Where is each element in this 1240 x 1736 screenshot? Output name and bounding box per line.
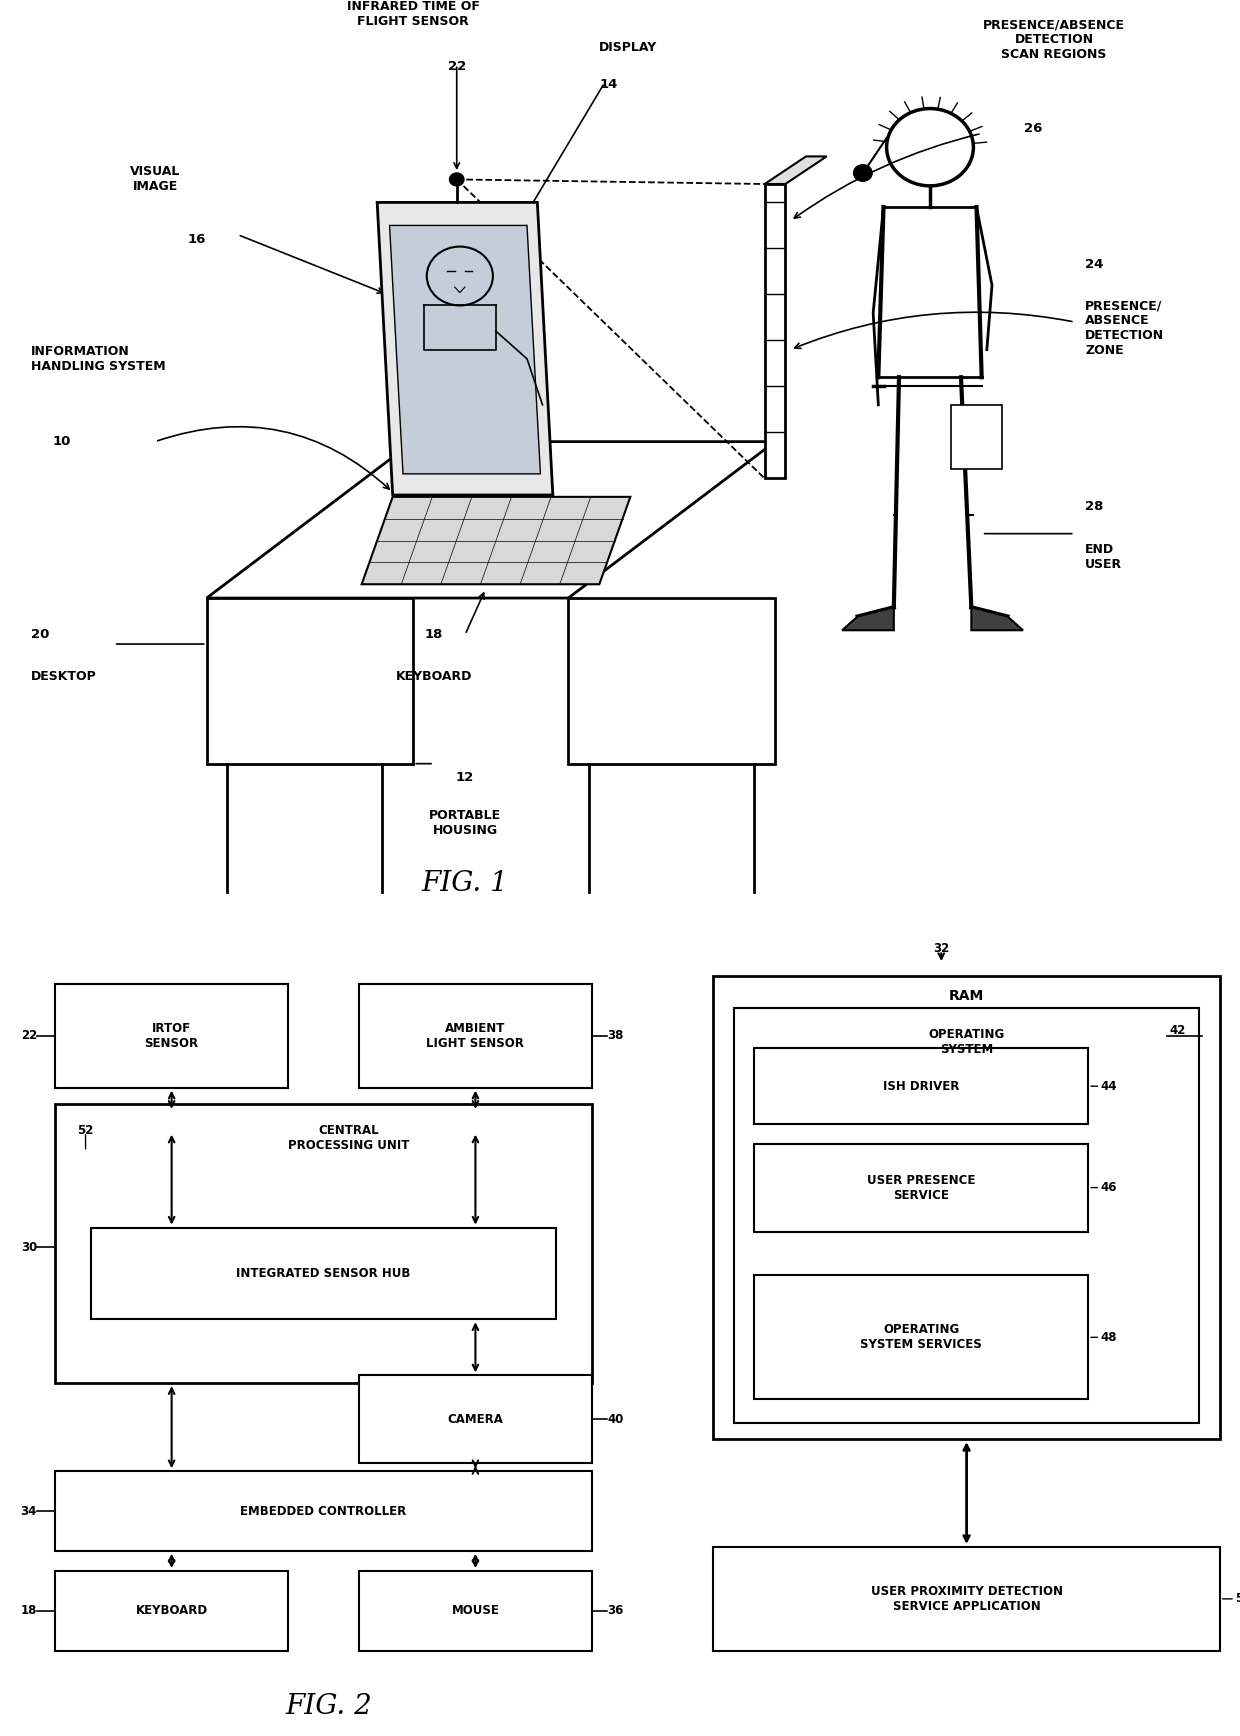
Polygon shape xyxy=(362,496,630,585)
Text: FIG. 1: FIG. 1 xyxy=(422,870,508,898)
Text: OPERATING
SYSTEM: OPERATING SYSTEM xyxy=(929,1028,1004,1055)
Text: 46: 46 xyxy=(1100,1180,1117,1194)
Text: INTEGRATED SENSOR HUB: INTEGRATED SENSOR HUB xyxy=(237,1267,410,1279)
Text: INFRARED TIME OF
FLIGHT SENSOR: INFRARED TIME OF FLIGHT SENSOR xyxy=(347,0,480,28)
FancyBboxPatch shape xyxy=(360,1375,591,1463)
FancyBboxPatch shape xyxy=(754,1144,1089,1231)
Text: KEYBOARD: KEYBOARD xyxy=(135,1604,207,1618)
FancyBboxPatch shape xyxy=(360,984,591,1088)
Text: CENTRAL
PROCESSING UNIT: CENTRAL PROCESSING UNIT xyxy=(288,1123,409,1151)
Text: 16: 16 xyxy=(187,233,206,247)
FancyBboxPatch shape xyxy=(55,1571,288,1651)
Polygon shape xyxy=(842,608,894,630)
FancyBboxPatch shape xyxy=(91,1227,557,1319)
Text: 10: 10 xyxy=(53,436,71,448)
Polygon shape xyxy=(207,441,775,597)
Text: 18: 18 xyxy=(21,1604,37,1618)
Polygon shape xyxy=(765,184,785,479)
Text: MOUSE: MOUSE xyxy=(451,1604,500,1618)
Text: 26: 26 xyxy=(1024,122,1043,135)
Text: ISH DRIVER: ISH DRIVER xyxy=(883,1080,960,1092)
Bar xyxy=(951,404,1002,469)
Text: INFORMATION
HANDLING SYSTEM: INFORMATION HANDLING SYSTEM xyxy=(31,345,166,373)
Text: AMBIENT
LIGHT SENSOR: AMBIENT LIGHT SENSOR xyxy=(427,1023,525,1050)
Text: USER PRESENCE
SERVICE: USER PRESENCE SERVICE xyxy=(867,1174,975,1201)
Text: 18: 18 xyxy=(425,628,443,641)
FancyBboxPatch shape xyxy=(713,976,1220,1439)
Text: 22: 22 xyxy=(448,59,466,73)
Text: 22: 22 xyxy=(21,1029,37,1042)
Text: CAMERA: CAMERA xyxy=(448,1413,503,1425)
Text: IRTOF
SENSOR: IRTOF SENSOR xyxy=(145,1023,198,1050)
Text: 36: 36 xyxy=(608,1604,624,1618)
FancyBboxPatch shape xyxy=(55,1104,591,1384)
Polygon shape xyxy=(207,597,413,764)
FancyBboxPatch shape xyxy=(713,1547,1220,1651)
FancyBboxPatch shape xyxy=(55,1470,591,1550)
Text: PRESENCE/ABSENCE
DETECTION
SCAN REGIONS: PRESENCE/ABSENCE DETECTION SCAN REGIONS xyxy=(983,19,1125,61)
Text: PORTABLE
HOUSING: PORTABLE HOUSING xyxy=(429,809,501,837)
FancyBboxPatch shape xyxy=(55,984,288,1088)
Text: 42: 42 xyxy=(1169,1024,1185,1036)
Polygon shape xyxy=(377,203,553,495)
Text: 28: 28 xyxy=(1085,500,1104,512)
FancyBboxPatch shape xyxy=(754,1276,1089,1399)
Text: DISPLAY: DISPLAY xyxy=(599,42,657,54)
Text: 32: 32 xyxy=(934,941,950,955)
Text: 30: 30 xyxy=(21,1241,37,1253)
FancyBboxPatch shape xyxy=(754,1049,1089,1123)
Polygon shape xyxy=(971,608,1023,630)
Text: 14: 14 xyxy=(599,78,618,92)
Text: 44: 44 xyxy=(1100,1080,1117,1092)
Text: 12: 12 xyxy=(456,771,474,785)
Text: FIG. 2: FIG. 2 xyxy=(285,1693,372,1720)
Text: RAM: RAM xyxy=(949,990,985,1003)
Text: USER PROXIMITY DETECTION
SERVICE APPLICATION: USER PROXIMITY DETECTION SERVICE APPLICA… xyxy=(870,1585,1063,1613)
Text: 48: 48 xyxy=(1100,1332,1117,1344)
Text: 52: 52 xyxy=(77,1123,94,1137)
FancyBboxPatch shape xyxy=(734,1009,1199,1424)
Text: PRESENCE/
ABSENCE
DETECTION
ZONE: PRESENCE/ ABSENCE DETECTION ZONE xyxy=(1085,299,1164,358)
Text: 40: 40 xyxy=(608,1413,624,1425)
Text: VISUAL
IMAGE: VISUAL IMAGE xyxy=(130,165,180,193)
Text: EMBEDDED CONTROLLER: EMBEDDED CONTROLLER xyxy=(241,1505,407,1517)
Text: 24: 24 xyxy=(1085,257,1104,271)
Polygon shape xyxy=(389,226,541,474)
Polygon shape xyxy=(765,156,827,184)
Text: 38: 38 xyxy=(608,1029,624,1042)
Text: 34: 34 xyxy=(21,1505,37,1517)
Polygon shape xyxy=(568,597,775,764)
Circle shape xyxy=(449,174,464,186)
Text: 50: 50 xyxy=(1235,1592,1240,1606)
FancyBboxPatch shape xyxy=(360,1571,591,1651)
Text: END
USER: END USER xyxy=(1085,543,1122,571)
Circle shape xyxy=(853,165,872,181)
Text: 20: 20 xyxy=(31,628,50,641)
Text: OPERATING
SYSTEM SERVICES: OPERATING SYSTEM SERVICES xyxy=(861,1323,982,1351)
Text: DESKTOP: DESKTOP xyxy=(31,670,97,682)
Text: KEYBOARD: KEYBOARD xyxy=(396,670,472,682)
